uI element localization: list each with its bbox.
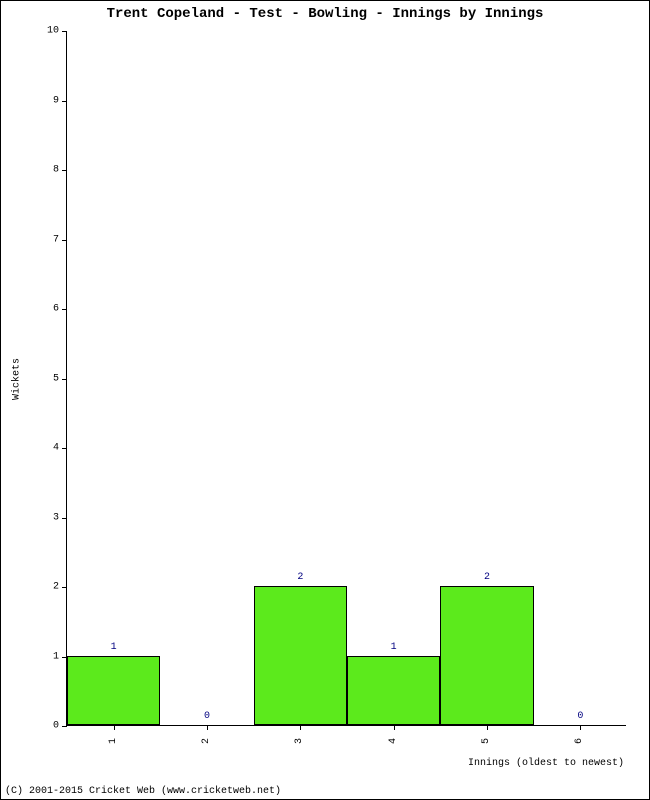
y-tick-label: 8 (53, 165, 67, 176)
y-tick-label: 10 (47, 26, 67, 37)
x-tick-label: 2 (201, 738, 212, 744)
x-tick (207, 725, 208, 730)
y-tick-label: 4 (53, 443, 67, 454)
bar (440, 586, 533, 725)
x-tick (394, 725, 395, 730)
x-tick (300, 725, 301, 730)
x-tick (114, 725, 115, 730)
y-tick-label: 3 (53, 512, 67, 523)
bar (254, 586, 347, 725)
copyright-text: (C) 2001-2015 Cricket Web (www.cricketwe… (5, 786, 281, 797)
y-tick-label: 1 (53, 651, 67, 662)
bar-value-label: 2 (297, 572, 303, 583)
x-tick-label: 1 (108, 738, 119, 744)
x-axis-label: Innings (oldest to newest) (468, 758, 624, 769)
bar (347, 656, 440, 726)
bar-value-label: 1 (111, 642, 117, 653)
x-tick (580, 725, 581, 730)
plot-area: 012345678910110223142506 (66, 31, 626, 726)
y-tick-label: 0 (53, 721, 67, 732)
x-tick-label: 5 (481, 738, 492, 744)
chart-frame: Trent Copeland - Test - Bowling - Inning… (0, 0, 650, 800)
chart-title: Trent Copeland - Test - Bowling - Inning… (1, 6, 649, 22)
y-tick-label: 9 (53, 95, 67, 106)
y-tick-label: 7 (53, 234, 67, 245)
y-axis-label: Wickets (12, 357, 23, 399)
x-tick (487, 725, 488, 730)
y-tick-label: 5 (53, 373, 67, 384)
x-tick-label: 6 (574, 738, 585, 744)
y-tick-label: 6 (53, 304, 67, 315)
y-tick-label: 2 (53, 582, 67, 593)
bar-value-label: 0 (204, 711, 210, 722)
bar-value-label: 2 (484, 572, 490, 583)
x-tick-label: 3 (294, 738, 305, 744)
x-tick-label: 4 (388, 738, 399, 744)
bar (67, 656, 160, 726)
bar-value-label: 0 (577, 711, 583, 722)
bar-value-label: 1 (391, 642, 397, 653)
